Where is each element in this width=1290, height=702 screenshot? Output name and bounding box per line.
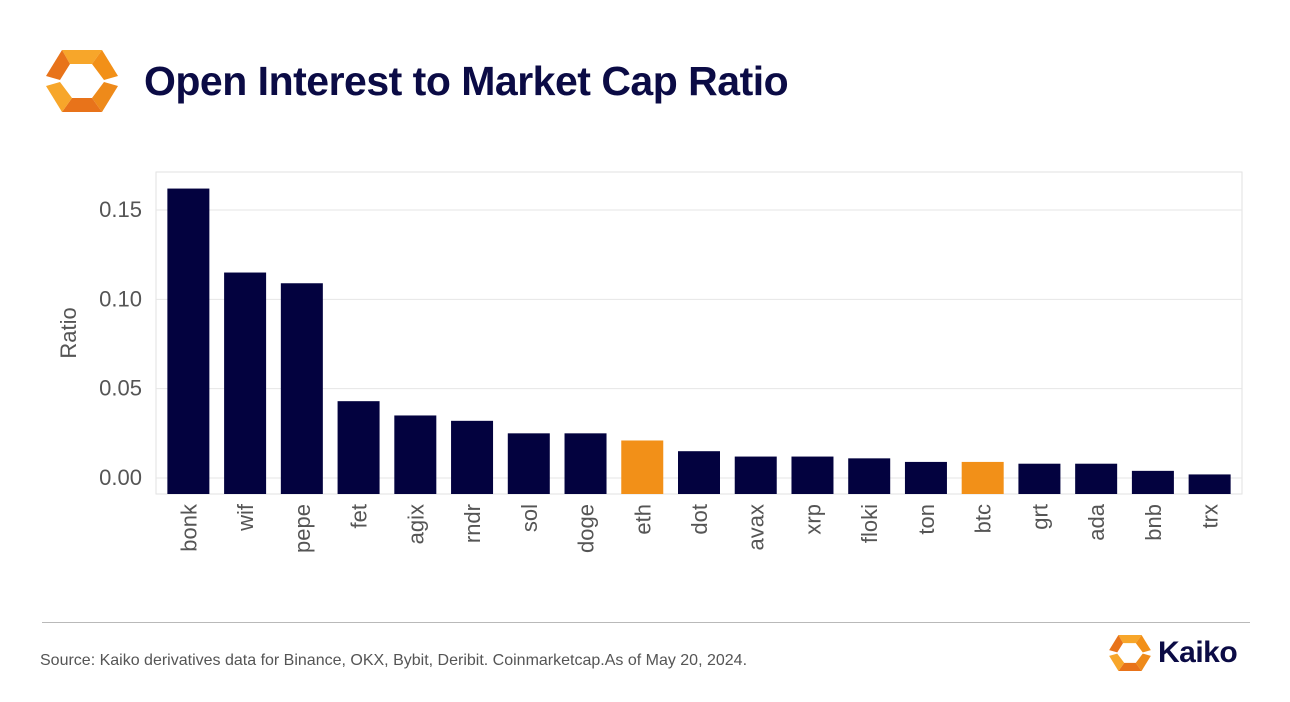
x-tick-label: doge <box>574 504 599 553</box>
bar-btc <box>961 461 1004 494</box>
x-tick-label: trx <box>1198 504 1223 528</box>
y-tick-label: 0.15 <box>99 197 142 222</box>
bar-chart: 0.00 0.05 0.10 0.15 Ratio bonk wif pepe fet agix r… <box>56 171 1243 553</box>
x-tick-label: bonk <box>176 503 201 552</box>
bar-dot <box>678 451 720 494</box>
x-tick-label: bnb <box>1141 504 1166 541</box>
bar-xrp <box>791 456 834 494</box>
x-tick-label: wif <box>233 503 258 532</box>
brand-name: Kaiko <box>1158 636 1238 669</box>
bar-doge <box>564 433 607 494</box>
page-title: Open Interest to Market Cap Ratio <box>144 58 789 104</box>
x-tick-label: btc <box>971 504 996 533</box>
x-tick-label: sol <box>517 504 542 532</box>
bar-avax <box>734 456 777 494</box>
source-note: Source: Kaiko derivatives data for Binan… <box>40 652 748 669</box>
bar-floki <box>848 458 891 494</box>
bar-sol <box>507 433 550 494</box>
x-tick-label: floki <box>857 504 882 543</box>
x-tick-label: ton <box>914 504 939 535</box>
bar-wif <box>224 272 267 494</box>
x-tick-label: dot <box>687 504 712 535</box>
x-tick-label: grt <box>1027 504 1052 530</box>
y-tick-label: 0.05 <box>99 376 142 401</box>
bar-ton <box>904 461 947 494</box>
x-tick-label: fet <box>347 504 372 528</box>
bar-pepe <box>280 283 323 494</box>
x-tick-label: agix <box>403 504 428 544</box>
bar-bonk <box>167 188 210 494</box>
bar-grt <box>1018 463 1061 494</box>
y-axis-label: Ratio <box>56 307 81 358</box>
bar-bnb <box>1131 470 1174 494</box>
x-tick-label: xrp <box>800 504 825 535</box>
kaiko-logo-icon <box>46 50 118 112</box>
bar-rndr <box>451 420 494 494</box>
x-tick-label: ada <box>1084 503 1109 540</box>
x-tick-label: pepe <box>290 504 315 553</box>
y-tick-label: 0.00 <box>99 465 142 490</box>
footer-divider <box>42 622 1250 623</box>
y-tick-label: 0.10 <box>99 286 142 311</box>
x-tick-label: eth <box>630 504 655 535</box>
bar-trx <box>1188 474 1231 494</box>
bar-agix <box>394 415 437 494</box>
x-tick-label: rndr <box>460 504 485 543</box>
bar-eth <box>621 440 664 494</box>
brand-logo: Kaiko <box>1108 632 1238 674</box>
bar-fet <box>337 401 380 494</box>
kaiko-mark-icon <box>1109 635 1151 671</box>
bar-ada <box>1075 463 1118 494</box>
x-tick-label: avax <box>744 504 769 550</box>
